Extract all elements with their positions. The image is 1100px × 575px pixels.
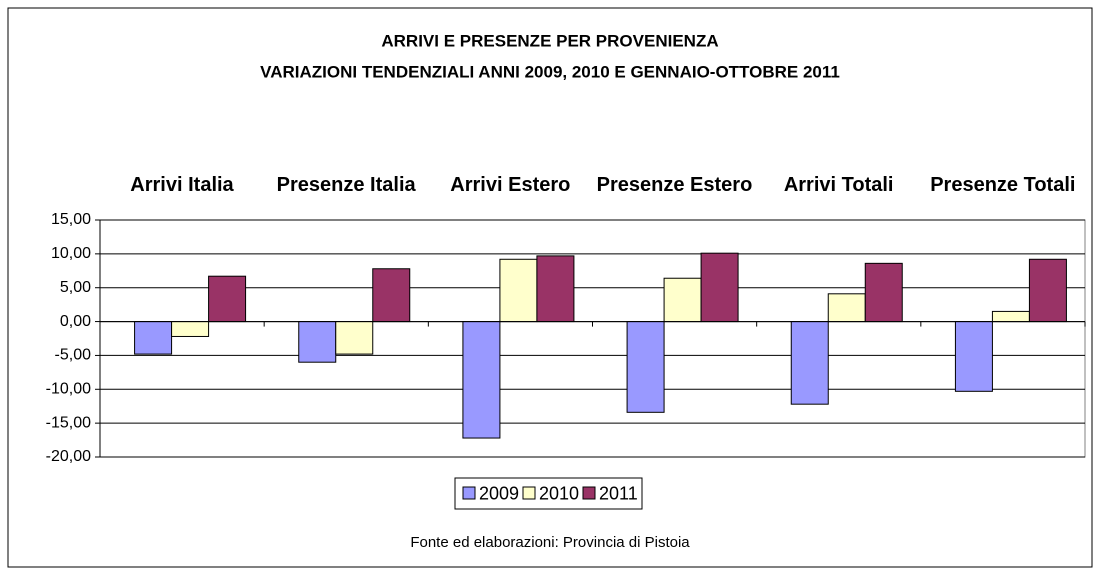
category-label-box: Arrivi Italia bbox=[100, 120, 264, 200]
legend-swatch bbox=[582, 486, 596, 500]
bar bbox=[790, 321, 829, 405]
x-tick-label: Presenze Italia bbox=[276, 174, 416, 196]
y-tick-label: -20,00 bbox=[46, 448, 91, 465]
category-label-box: Arrivi Estero bbox=[428, 120, 592, 200]
bar bbox=[499, 258, 538, 323]
chart-subtitle: VARIAZIONI TENDENZIALI ANNI 2009, 2010 E… bbox=[260, 62, 840, 81]
y-tick-label: 5,00 bbox=[60, 279, 91, 296]
y-tick-label: -15,00 bbox=[46, 414, 91, 431]
y-tick-label: 10,00 bbox=[51, 245, 91, 262]
bar bbox=[536, 255, 575, 323]
bar bbox=[864, 262, 903, 323]
bar bbox=[171, 321, 210, 337]
y-tick-label: 0,00 bbox=[60, 313, 91, 330]
category-label-box: Presenze Italia bbox=[264, 120, 428, 200]
plot-area bbox=[99, 219, 1086, 458]
bar bbox=[372, 268, 411, 323]
x-tick-label: Presenze Estero bbox=[596, 174, 753, 196]
x-tick-label: Arrivi Italia bbox=[130, 174, 234, 196]
bar bbox=[991, 310, 1030, 323]
legend-swatch bbox=[522, 486, 536, 500]
legend-swatch bbox=[462, 486, 476, 500]
x-tick-label: Arrivi Totali bbox=[783, 174, 894, 196]
bar bbox=[827, 293, 866, 323]
bar bbox=[462, 321, 501, 439]
bar bbox=[208, 275, 247, 323]
legend-label: 2010 bbox=[539, 483, 579, 503]
y-tick-label: -10,00 bbox=[46, 381, 91, 398]
bar bbox=[335, 321, 374, 355]
category-label-box: Presenze Totali bbox=[921, 120, 1085, 200]
bar bbox=[1028, 258, 1067, 323]
category-label-box: Presenze Estero bbox=[593, 120, 757, 200]
category-label-box: Arrivi Totali bbox=[757, 120, 921, 200]
bar bbox=[663, 277, 702, 323]
bar bbox=[134, 321, 173, 355]
legend-box bbox=[454, 477, 643, 510]
bar bbox=[954, 321, 993, 392]
x-tick-label: Arrivi Estero bbox=[450, 174, 571, 196]
legend-label: 2011 bbox=[599, 483, 638, 503]
bar bbox=[298, 321, 337, 363]
source-note: Fonte ed elaborazioni: Provincia di Pist… bbox=[410, 534, 690, 551]
bar bbox=[700, 252, 739, 323]
x-tick-label: Presenze Totali bbox=[930, 174, 1076, 196]
y-tick-label: -5,00 bbox=[55, 347, 92, 364]
chart-title: ARRIVI E PRESENZE PER PROVENIENZA bbox=[381, 31, 718, 50]
legend-label: 2009 bbox=[479, 483, 519, 503]
y-tick-label: 15,00 bbox=[51, 211, 91, 228]
bar bbox=[626, 321, 665, 413]
